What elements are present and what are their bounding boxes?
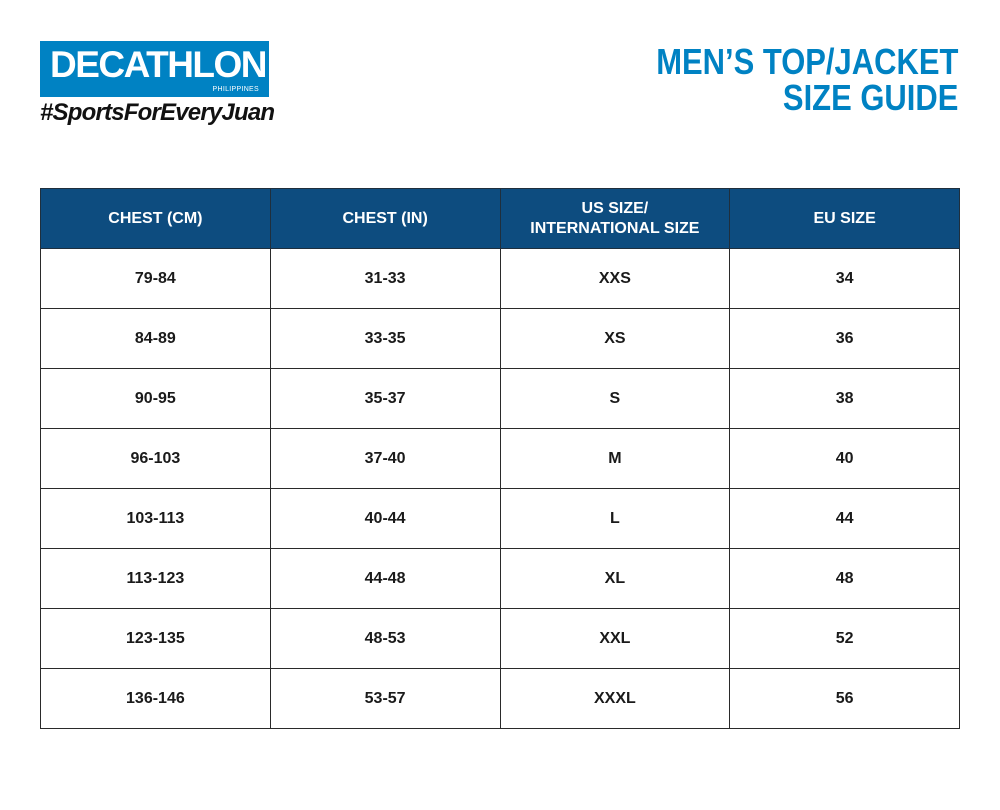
table-row: 79-84 31-33 XXS 34 [40,248,960,309]
page-title-line-1: MEN’S TOP/JACKET [655,41,958,82]
table-row: 113-123 44-48 XL 48 [40,548,960,609]
cell-chest-in: 48-53 [269,608,501,669]
cell-chest-in: 31-33 [269,248,501,309]
cell-us-size: XS [499,308,731,369]
cell-chest-cm: 136-146 [40,668,271,729]
cell-eu-size: 48 [729,548,960,609]
page-title-line-2: SIZE GUIDE [782,77,958,118]
cell-chest-cm: 113-123 [40,548,271,609]
header-eu-size: EU SIZE [729,188,960,249]
table-row: 90-95 35-37 S 38 [40,368,960,429]
table-row: 84-89 33-35 XS 36 [40,308,960,369]
page-title: MEN’S TOP/JACKET SIZE GUIDE [656,44,958,116]
cell-eu-size: 38 [729,368,960,429]
brand-hashtag: #SportsForEveryJuan [40,99,275,126]
cell-eu-size: 40 [729,428,960,489]
table-row: 123-135 48-53 XXL 52 [40,608,960,669]
table-row: 96-103 37-40 M 40 [40,428,960,489]
cell-eu-size: 44 [729,488,960,549]
cell-eu-size: 36 [729,308,960,369]
logo-wordmark: DECATHLON [50,44,268,85]
cell-chest-cm: 90-95 [40,368,271,429]
table-header-row: CHEST (CM) CHEST (IN) US SIZE/ INTERNATI… [40,188,960,249]
cell-chest-cm: 79-84 [40,248,271,309]
cell-us-size: L [499,488,731,549]
cell-us-size: S [499,368,731,429]
cell-chest-cm: 123-135 [40,608,271,669]
cell-chest-in: 33-35 [269,308,501,369]
cell-eu-size: 34 [729,248,960,309]
cell-chest-in: 35-37 [269,368,501,429]
cell-us-size: M [499,428,731,489]
logo-subtext: PHILIPPINES [212,86,259,93]
header-us-international-size: US SIZE/ INTERNATIONAL SIZE [499,188,731,249]
cell-us-size: XXS [499,248,731,309]
cell-chest-in: 44-48 [269,548,501,609]
size-guide-table: CHEST (CM) CHEST (IN) US SIZE/ INTERNATI… [40,188,960,729]
cell-chest-in: 53-57 [269,668,501,729]
cell-chest-cm: 103-113 [40,488,271,549]
cell-us-size: XXXL [499,668,731,729]
cell-chest-in: 37-40 [269,428,501,489]
cell-us-size: XL [499,548,731,609]
cell-chest-in: 40-44 [269,488,501,549]
decathlon-logo: DECATHLON PHILIPPINES [40,41,269,97]
cell-eu-size: 52 [729,608,960,669]
header-chest-cm: CHEST (CM) [40,188,271,249]
table-row: 136-146 53-57 XXXL 56 [40,668,960,729]
cell-eu-size: 56 [729,668,960,729]
cell-us-size: XXL [499,608,731,669]
cell-chest-cm: 84-89 [40,308,271,369]
table-row: 103-113 40-44 L 44 [40,488,960,549]
cell-chest-cm: 96-103 [40,428,271,489]
header-chest-in: CHEST (IN) [269,188,501,249]
